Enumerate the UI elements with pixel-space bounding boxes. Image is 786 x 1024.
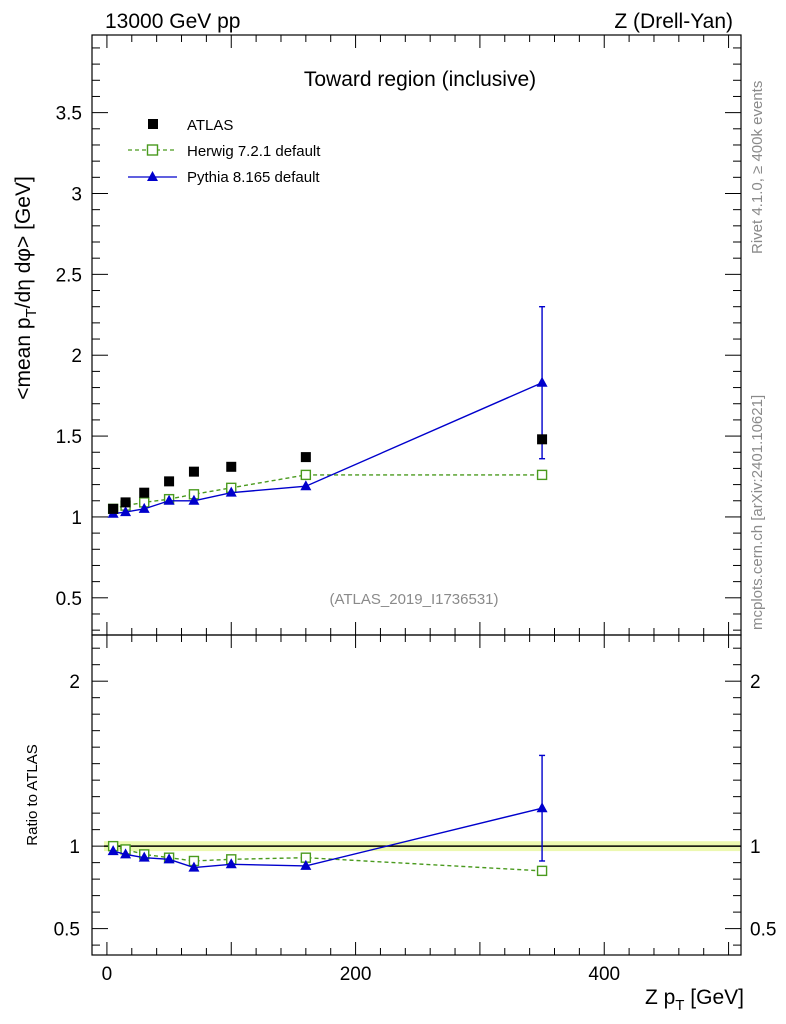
pythia-point <box>163 494 175 505</box>
pythia-ratio-point <box>163 853 175 864</box>
ratio-tick-label: 2 <box>69 672 80 693</box>
chart-title: Toward region (inclusive) <box>304 68 536 91</box>
atlas-point <box>164 476 175 487</box>
pythia-point <box>120 506 132 517</box>
atlas-point <box>226 461 237 472</box>
header-left-label: 13000 GeV pp <box>105 10 240 33</box>
pythia-ratio-point <box>300 859 312 870</box>
main-series <box>107 305 548 518</box>
analysis-id-label: (ATLAS_2019_I1736531) <box>329 591 498 608</box>
x-tick-label: 0 <box>102 964 113 985</box>
y-tick-label: 3.5 <box>56 104 82 125</box>
atlas-point <box>537 434 548 445</box>
y-tick-label: 3 <box>71 184 82 205</box>
atlas-point <box>108 503 119 514</box>
main-panel: 0.5 1 1.5 2 2.5 3 3.5 Toward region (inclusive… <box>56 34 742 636</box>
atlas-point <box>120 497 131 508</box>
ratio-panel: 0 200 400 0.5 0.5 1 1 2 2 <box>54 634 776 985</box>
x-axis-label: Z pT [GeV] <box>645 986 744 1014</box>
y-tick-label: 0.5 <box>56 589 82 610</box>
ratio-y-axis-label: Ratio to ATLAS <box>24 744 41 845</box>
ratio-tick-label: 0.5 <box>54 920 80 941</box>
y-tick-label: 2.5 <box>56 265 82 286</box>
ratio-tick-label-right: 2 <box>750 672 761 693</box>
x-tick-label: 200 <box>340 964 372 985</box>
header-right-label: Z (Drell-Yan) <box>614 10 733 33</box>
ratio-ticks: 0 200 400 0.5 0.5 1 1 2 2 <box>54 635 776 985</box>
y-tick-label: 1.5 <box>56 427 82 448</box>
y-tick-label: 1 <box>71 508 82 529</box>
mcplots-label: mcplots.cern.ch [arXiv:2401.10621] <box>749 395 766 630</box>
main-ticks: 0.5 1 1.5 2 2.5 3 3.5 <box>56 35 741 635</box>
pythia-point <box>188 494 200 505</box>
pythia-ratio-point <box>536 802 548 813</box>
atlas-point <box>139 487 150 498</box>
legend-label-atlas: ATLAS <box>187 117 233 134</box>
herwig-ratio-point <box>536 865 548 877</box>
pythia-ratio-point <box>188 861 200 872</box>
pythia-ratio-point <box>138 851 150 862</box>
atlas-point <box>188 466 199 477</box>
herwig-point <box>536 469 548 481</box>
x-tick-label: 400 <box>588 964 620 985</box>
pythia-point <box>536 376 548 387</box>
pythia-point <box>300 480 312 491</box>
pythia-line <box>113 382 543 515</box>
ratio-tick-label-right: 1 <box>750 837 761 858</box>
y-axis-label: <mean pT/dη dφ> [GeV] <box>12 176 40 400</box>
herwig-point <box>300 469 312 481</box>
rivet-label: Rivet 4.1.0, ≥ 400k events <box>749 81 766 254</box>
legend-marker-herwig <box>146 144 159 156</box>
y-tick-label: 2 <box>71 346 82 367</box>
legend-label-pythia: Pythia 8.165 default <box>187 169 320 186</box>
legend-marker-atlas <box>148 119 158 129</box>
herwig-line <box>112 474 543 510</box>
pythia-ratio-point <box>107 845 119 856</box>
pythia-point <box>138 502 150 513</box>
pythia-ratio-point <box>120 848 132 859</box>
legend-marker-pythia <box>147 171 158 181</box>
ratio-frame <box>91 634 742 956</box>
pythia-point <box>225 486 237 497</box>
legend: ATLAS Herwig 7.2.1 default Pythia 8.165 … <box>128 117 321 186</box>
atlas-point <box>300 452 311 463</box>
ratio-tick-label-right: 0.5 <box>750 920 776 941</box>
ratio-tick-label: 1 <box>69 837 80 858</box>
ratio-series <box>107 754 548 877</box>
pythia-ratio-point <box>225 858 237 869</box>
legend-label-herwig: Herwig 7.2.1 default <box>187 143 321 160</box>
